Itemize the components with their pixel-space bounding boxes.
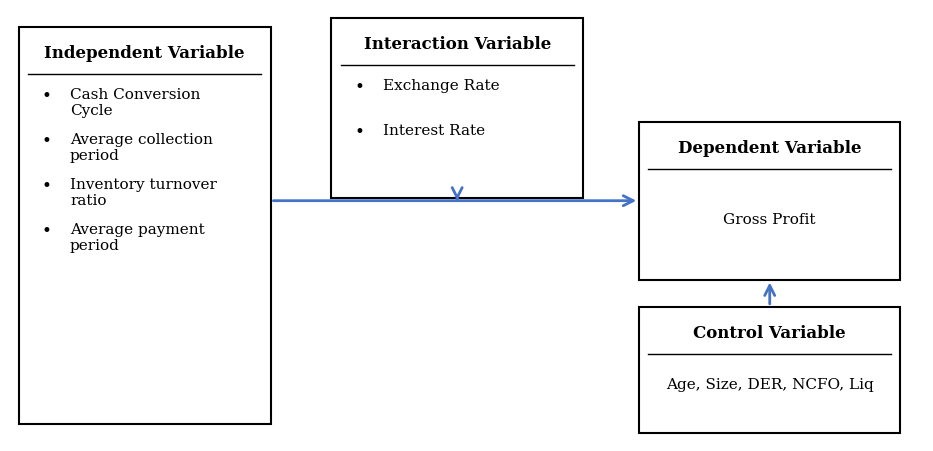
- Text: Control Variable: Control Variable: [693, 325, 846, 342]
- Text: Average collection
period: Average collection period: [70, 133, 213, 163]
- Text: Interest Rate: Interest Rate: [383, 124, 484, 138]
- Text: Average payment
period: Average payment period: [70, 223, 204, 253]
- Text: •: •: [355, 79, 365, 96]
- Text: Age, Size, DER, NCFO, Liq: Age, Size, DER, NCFO, Liq: [666, 378, 873, 392]
- Text: Dependent Variable: Dependent Variable: [678, 140, 861, 157]
- Text: Exchange Rate: Exchange Rate: [383, 79, 499, 93]
- Bar: [639, 307, 900, 433]
- Bar: [331, 18, 583, 198]
- Text: •: •: [42, 178, 52, 195]
- Text: Cash Conversion
Cycle: Cash Conversion Cycle: [70, 88, 201, 118]
- Text: Gross Profit: Gross Profit: [723, 212, 816, 227]
- Text: •: •: [355, 124, 365, 141]
- Text: •: •: [42, 223, 52, 240]
- Text: Interaction Variable: Interaction Variable: [364, 36, 550, 53]
- Bar: [19, 27, 271, 424]
- Text: •: •: [42, 88, 52, 105]
- Text: Independent Variable: Independent Variable: [45, 45, 244, 62]
- Text: •: •: [42, 133, 52, 150]
- Text: Inventory turnover
ratio: Inventory turnover ratio: [70, 178, 216, 208]
- Bar: [639, 122, 900, 280]
